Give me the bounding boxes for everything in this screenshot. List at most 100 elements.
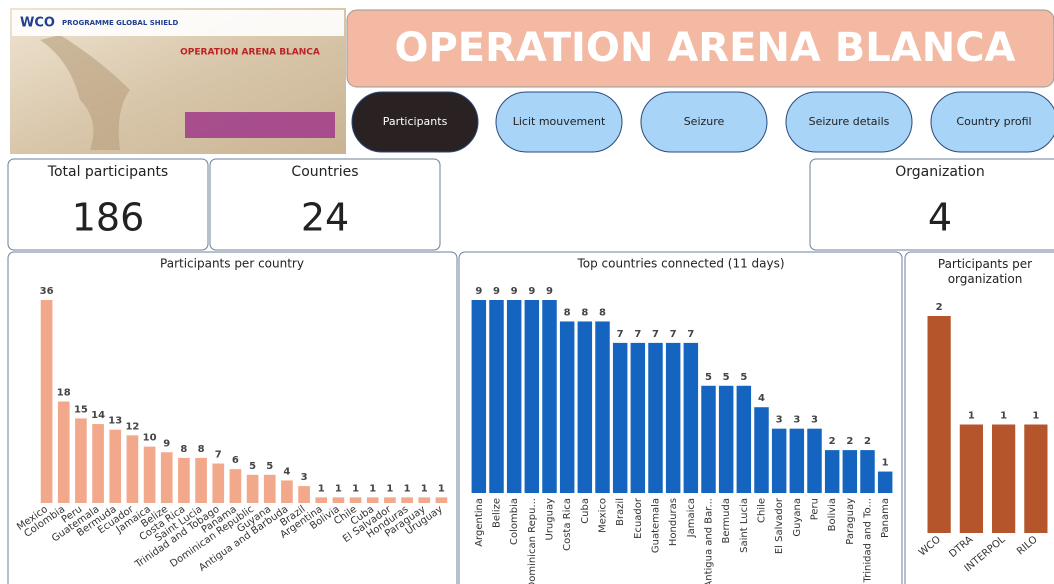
programme: PROGRAMME GLOBAL SHIELD [62,19,178,27]
value-label: 2 [829,436,836,447]
value-label: 5 [705,372,712,383]
x-tick-label: Costa Rica [562,498,573,551]
value-label: 1 [1032,411,1039,422]
bar [333,497,345,503]
bar [161,452,173,503]
value-label: 9 [546,286,553,297]
bar [525,300,539,493]
value-label: 3 [301,472,308,483]
nav-label[interactable]: Licit mouvement [513,115,606,128]
value-label: 3 [793,415,800,426]
bar [75,418,87,503]
value-label: 1 [438,483,445,494]
x-tick-label: Mexico [598,498,609,533]
value-label: 36 [40,286,54,297]
value-label: 1 [421,483,428,494]
image-banner [185,112,335,138]
bar [666,343,680,493]
value-label: 7 [687,329,694,340]
x-tick-label: Antigua and Bar... [704,498,715,584]
bar [1024,425,1047,534]
bar [178,458,190,503]
value-label: 1 [335,483,342,494]
card-label: Countries [291,164,358,180]
value-label: 2 [936,302,943,313]
x-tick-label: El Salvador [774,497,785,554]
bar [58,402,70,504]
value-label: 1 [386,483,393,494]
value-label: 7 [670,329,677,340]
bar [367,497,379,503]
value-label: 12 [125,421,139,432]
nav-label[interactable]: Participants [383,115,448,128]
value-label: 7 [634,329,641,340]
x-tick-label: Colombia [509,498,520,545]
x-tick-label: Paraguay [845,498,856,545]
value-label: 9 [511,286,518,297]
value-label: 1 [352,483,359,494]
bar [613,343,627,493]
value-label: 1 [1000,411,1007,422]
x-tick-label: Dominican Repu... [527,498,538,584]
nav-label[interactable]: Seizure [684,115,725,128]
x-tick-label: Uruguay [545,498,556,541]
value-label: 8 [581,307,588,318]
value-label: 5 [249,461,256,472]
bar [436,497,448,503]
chart-title: Participants per country [160,257,304,271]
x-tick-label: Guyana [792,498,803,537]
bar [109,430,121,503]
x-tick-label: Ecuador [633,497,644,539]
value-label: 7 [617,329,624,340]
bar [860,450,874,493]
value-label: 5 [740,372,747,383]
card-value: 186 [72,196,145,240]
title: OPERATION ARENA BLANCA [394,25,1015,71]
bar [701,386,715,493]
value-label: 13 [108,416,122,427]
value-label: 3 [776,415,783,426]
bar [684,343,698,493]
chart-title: Top countries connected (11 days) [576,257,784,271]
bar [230,469,242,503]
value-label: 18 [57,388,71,399]
value-label: 7 [215,450,222,461]
bar [542,300,556,493]
bar [144,447,156,503]
bar [384,497,396,503]
value-label: 9 [528,286,535,297]
card-label: Organization [895,164,985,180]
value-label: 2 [864,436,871,447]
nav-label[interactable]: Country profil [956,115,1031,128]
bar [790,429,804,493]
value-label: 1 [404,483,411,494]
value-label: 8 [599,307,606,318]
bar [560,321,574,493]
bar [298,486,310,503]
value-label: 1 [369,483,376,494]
nav-label[interactable]: Seizure details [809,115,890,128]
bar [247,475,259,503]
x-tick-label: Honduras [668,498,679,546]
bar [928,316,951,533]
bar [631,343,645,493]
x-tick-label: Guatemala [651,498,662,553]
bar [578,321,592,493]
bar [843,450,857,493]
x-tick-label: Trinidad and To... [863,498,874,584]
bar [212,464,224,503]
value-label: 5 [266,461,273,472]
x-tick-label: Bolivia [827,498,838,531]
x-tick-label: Chile [757,498,768,523]
card-value: 4 [928,196,952,240]
bar [648,343,662,493]
logo: WCO [20,16,55,31]
bar [264,475,276,503]
bar [719,386,733,493]
bar [807,429,821,493]
value-label: 1 [968,411,975,422]
value-label: 10 [143,433,157,444]
bar [754,407,768,493]
x-tick-label: Bermuda [721,498,732,544]
